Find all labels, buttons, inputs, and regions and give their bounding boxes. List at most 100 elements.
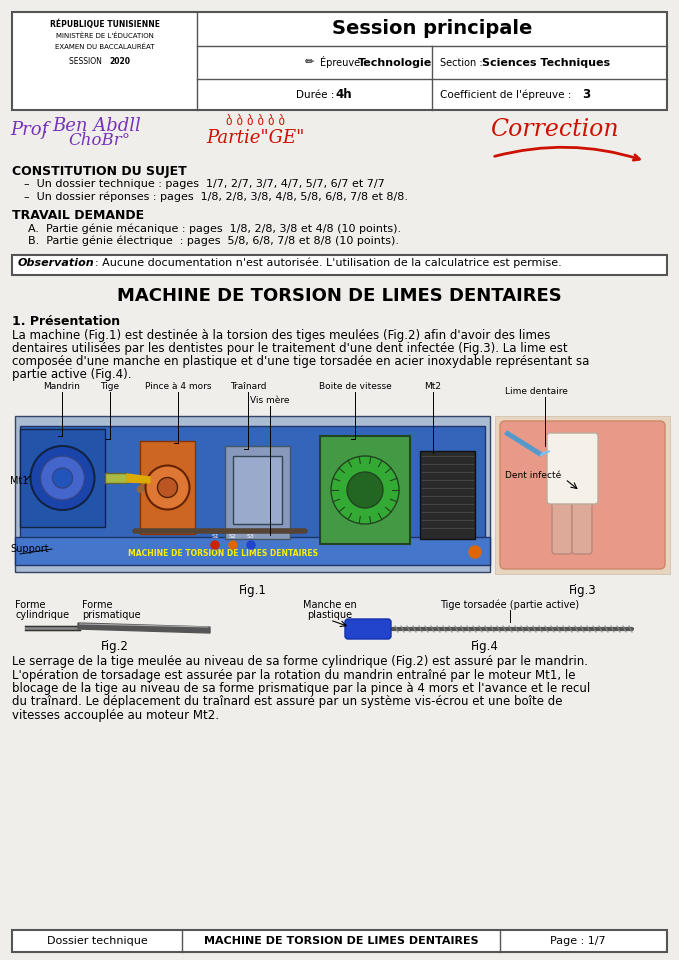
Text: ბ ბ ბ ბ ბ ბ: ბ ბ ბ ბ ბ ბ: [225, 115, 285, 128]
Text: Prof: Prof: [10, 121, 48, 139]
Circle shape: [347, 472, 383, 508]
Circle shape: [145, 466, 189, 510]
Text: L'opération de torsadage est assurée par la rotation du mandrin entraîné par le : L'opération de torsadage est assurée par…: [12, 668, 576, 682]
Text: S3: S3: [247, 534, 255, 539]
Text: composée d'une manche en plastique et d'une tige torsadée en acier inoxydable re: composée d'une manche en plastique et d'…: [12, 355, 589, 368]
Bar: [420, 451, 475, 539]
FancyBboxPatch shape: [552, 493, 572, 554]
Text: : Aucune documentation n'est autorisée. L'utilisation de la calculatrice est per: : Aucune documentation n'est autorisée. …: [95, 258, 562, 269]
Bar: [140, 441, 195, 534]
Text: Durée :: Durée :: [297, 89, 338, 100]
Text: Traînard: Traînard: [230, 382, 266, 391]
Text: La machine (Fig.1) est destinée à la torsion des tiges meulées (Fig.2) afin d'av: La machine (Fig.1) est destinée à la tor…: [12, 329, 551, 342]
Circle shape: [469, 546, 481, 558]
Text: Dent infecté: Dent infecté: [505, 471, 562, 481]
Text: cylindrique: cylindrique: [15, 610, 69, 620]
Text: Fig.2: Fig.2: [101, 640, 129, 653]
Text: 1. Présentation: 1. Présentation: [12, 315, 120, 328]
Text: Technologie: Technologie: [358, 58, 432, 67]
FancyBboxPatch shape: [547, 433, 598, 504]
Text: dentaires utilisées par les dentistes pour le traitement d'une dent infectée (Fi: dentaires utilisées par les dentistes po…: [12, 342, 568, 355]
Text: Support: Support: [10, 544, 49, 554]
Text: du traînard. Le déplacement du traînard est assuré par un système vis-écrou et u: du traînard. Le déplacement du traînard …: [12, 695, 562, 708]
Text: Tige: Tige: [100, 382, 120, 391]
Text: MINISTÈRE DE L'ÉDUCATION: MINISTÈRE DE L'ÉDUCATION: [56, 33, 153, 39]
Text: Page : 1/7: Page : 1/7: [550, 936, 606, 946]
Bar: [12, 12, 667, 110]
Bar: [15, 416, 490, 572]
Text: Coefficient de l'épreuve :: Coefficient de l'épreuve :: [440, 89, 574, 100]
Text: Épreuve :: Épreuve :: [320, 57, 369, 68]
Polygon shape: [78, 623, 210, 633]
Polygon shape: [505, 431, 542, 456]
FancyBboxPatch shape: [345, 619, 391, 639]
Circle shape: [247, 541, 255, 549]
Text: A.  Partie génie mécanique : pages  1/8, 2/8, 3/8 et 4/8 (10 points).: A. Partie génie mécanique : pages 1/8, 2…: [28, 223, 401, 233]
Bar: [20, 426, 485, 544]
Text: ChoBr°: ChoBr°: [68, 132, 130, 149]
Text: S2: S2: [229, 534, 237, 539]
Text: ✏: ✏: [305, 58, 314, 67]
Text: Sciences Techniques: Sciences Techniques: [482, 58, 610, 67]
Text: 3: 3: [582, 88, 590, 101]
Text: Partie"GE": Partie"GE": [206, 129, 304, 147]
Text: Pince à 4 mors: Pince à 4 mors: [145, 382, 211, 391]
Text: partie active (Fig.4).: partie active (Fig.4).: [12, 368, 132, 381]
Text: Le serrage de la tige meulée au niveau de sa forme cylindrique (Fig.2) est assur: Le serrage de la tige meulée au niveau d…: [12, 655, 588, 668]
Circle shape: [331, 456, 399, 524]
FancyBboxPatch shape: [500, 421, 665, 569]
Bar: [12, 930, 667, 952]
Text: 4h: 4h: [335, 88, 352, 101]
Text: MACHINE DE TORSION DE LIMES DENTAIRES: MACHINE DE TORSION DE LIMES DENTAIRES: [128, 549, 318, 558]
Bar: [225, 446, 290, 539]
Circle shape: [211, 541, 219, 549]
Text: S1: S1: [211, 534, 219, 539]
Text: Fig.1: Fig.1: [238, 584, 266, 597]
Text: Dossier technique: Dossier technique: [47, 936, 147, 946]
Bar: [233, 456, 282, 524]
Text: Manche en: Manche en: [303, 600, 357, 610]
Polygon shape: [127, 474, 150, 483]
Text: TRAVAIL DEMANDE: TRAVAIL DEMANDE: [12, 209, 144, 222]
Text: 2020: 2020: [109, 58, 130, 66]
Text: CONSTITUTION DU SUJET: CONSTITUTION DU SUJET: [12, 165, 187, 178]
Text: EXAMEN DU BACCALAURÉAT: EXAMEN DU BACCALAURÉAT: [55, 44, 154, 50]
Bar: [320, 436, 410, 544]
Bar: [495, 416, 670, 574]
Circle shape: [31, 446, 94, 510]
Text: –  Un dossier réponses : pages  1/8, 2/8, 3/8, 4/8, 5/8, 6/8, 7/8 et 8/8.: – Un dossier réponses : pages 1/8, 2/8, …: [24, 192, 408, 203]
Text: vitesses accouplée au moteur Mt2.: vitesses accouplée au moteur Mt2.: [12, 709, 219, 722]
Circle shape: [41, 456, 84, 500]
Text: B.  Partie génie électrique  : pages  5/8, 6/8, 7/8 et 8/8 (10 points).: B. Partie génie électrique : pages 5/8, …: [28, 236, 399, 247]
Bar: [20, 429, 105, 527]
FancyBboxPatch shape: [572, 493, 592, 554]
Text: Mt2: Mt2: [424, 382, 441, 391]
Text: Correction: Correction: [490, 118, 619, 141]
Text: Section :: Section :: [440, 58, 485, 67]
Text: SESSION: SESSION: [69, 58, 105, 66]
Text: Vis mère: Vis mère: [251, 396, 290, 405]
Text: :: :: [42, 119, 48, 137]
Text: MACHINE DE TORSION DE LIMES DENTAIRES: MACHINE DE TORSION DE LIMES DENTAIRES: [204, 936, 478, 946]
Text: RÉPUBLIQUE TUNISIENNE: RÉPUBLIQUE TUNISIENNE: [50, 19, 160, 29]
Text: Boite de vitesse: Boite de vitesse: [318, 382, 391, 391]
Text: Ben Abdll: Ben Abdll: [52, 117, 141, 135]
Text: Mt1: Mt1: [10, 476, 29, 486]
Text: Session principale: Session principale: [332, 19, 532, 38]
Circle shape: [229, 541, 237, 549]
Text: Fig.3: Fig.3: [568, 584, 596, 597]
Text: Observation: Observation: [18, 258, 94, 268]
Text: plastique: plastique: [308, 610, 352, 620]
Text: Fig.4: Fig.4: [471, 640, 499, 653]
Bar: [15, 537, 490, 565]
Text: Mandrin: Mandrin: [43, 382, 80, 391]
Text: Tige torsadée (partie active): Tige torsadée (partie active): [441, 600, 580, 611]
Circle shape: [52, 468, 73, 488]
Text: –  Un dossier technique : pages  1/7, 2/7, 3/7, 4/7, 5/7, 6/7 et 7/7: – Un dossier technique : pages 1/7, 2/7,…: [24, 179, 385, 189]
Text: Forme: Forme: [15, 600, 45, 610]
Text: prismatique: prismatique: [82, 610, 141, 620]
Text: MACHINE DE TORSION DE LIMES DENTAIRES: MACHINE DE TORSION DE LIMES DENTAIRES: [117, 287, 562, 305]
Bar: [105, 473, 127, 483]
Bar: [12, 255, 667, 275]
Polygon shape: [540, 451, 550, 456]
